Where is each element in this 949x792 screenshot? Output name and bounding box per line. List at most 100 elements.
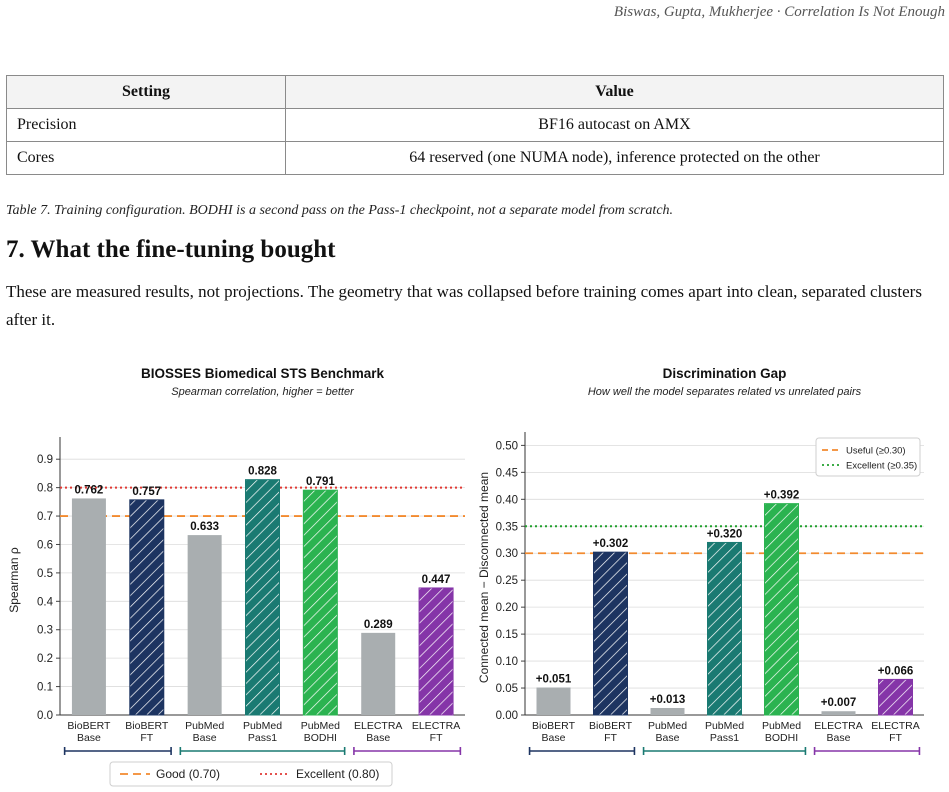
y-tick-label: 0.05 (496, 683, 518, 695)
x-tick-label: FT (889, 732, 902, 744)
data-label: +0.320 (707, 528, 743, 540)
section-title: 7. What the fine-tuning bought (6, 236, 336, 263)
data-label: 0.828 (248, 466, 277, 478)
chart-2: Discrimination Gap How well the model sep… (477, 366, 924, 755)
x-tick-label: Base (366, 732, 390, 744)
table-cell-setting: Cores (6, 141, 286, 175)
x-tick-label: Base (193, 732, 217, 744)
data-label: +0.392 (764, 490, 800, 502)
config-table: Setting Value Precision BF16 autocast on… (6, 75, 944, 175)
x-tick-label: FT (430, 732, 443, 744)
y-tick-label: 0.7 (37, 511, 53, 523)
table-cell-value: 64 reserved (one NUMA node), inference p… (285, 141, 944, 175)
bar (129, 499, 165, 716)
x-tick-label: ELECTRA (814, 720, 862, 732)
data-label: 0.633 (190, 521, 219, 533)
table-cell-value: BF16 autocast on AMX (285, 108, 944, 142)
table-row: Precision BF16 autocast on AMX (6, 108, 944, 142)
y-tick-label: 0.15 (496, 629, 518, 641)
x-tick-label: PubMed (301, 720, 340, 732)
bar (593, 551, 628, 716)
y-tick-label: 0.00 (496, 710, 518, 722)
data-label: +0.051 (536, 674, 572, 686)
x-tick-label: FT (604, 732, 617, 744)
bar (821, 711, 856, 715)
data-label: +0.066 (878, 665, 914, 677)
data-label: +0.302 (593, 538, 629, 550)
y-tick-label: 0.9 (37, 454, 53, 466)
data-label: 0.762 (75, 484, 104, 496)
x-tick-label: BODHI (304, 732, 337, 744)
table-cell-setting: Precision (6, 108, 286, 142)
y-tick-label: 0.5 (37, 568, 53, 580)
legend-label: Excellent (≥0.35) (846, 461, 917, 472)
x-tick-label: Base (827, 732, 851, 744)
x-tick-label: PubMed (243, 720, 282, 732)
bar (245, 479, 280, 716)
x-tick-label: PubMed (705, 720, 744, 732)
x-tick-label: Pass1 (248, 732, 277, 744)
x-tick-label: BioBERT (589, 720, 633, 732)
legend-label: Excellent (0.80) (296, 767, 379, 781)
y-tick-label: 0.30 (496, 548, 518, 560)
x-tick-label: BODHI (765, 732, 798, 744)
y-tick-label: 0.35 (496, 521, 518, 533)
x-tick-label: Base (77, 732, 101, 744)
x-tick-label: BioBERT (532, 720, 576, 732)
table-caption: Table 7. Training configuration. BODHI i… (6, 203, 674, 218)
bar (707, 541, 742, 716)
x-tick-label: PubMed (648, 720, 687, 732)
data-label: +0.013 (650, 694, 686, 706)
bar (302, 489, 338, 716)
y-tick-label: 0.40 (496, 494, 518, 506)
data-label: 0.447 (422, 574, 451, 586)
bar (361, 632, 396, 715)
chart-1: BIOSSES Biomedical STS Benchmark Spearman… (7, 366, 465, 787)
y-tick-label: 0.20 (496, 602, 518, 614)
x-tick-label: BioBERT (125, 720, 169, 732)
section-paragraph: These are measured results, not projecti… (6, 282, 922, 329)
chart-subtitle: How well the model separates related vs … (588, 386, 862, 398)
table-row: Cores 64 reserved (one NUMA node), infer… (6, 141, 944, 175)
legend-box (815, 437, 921, 477)
y-tick-label: 0.25 (496, 575, 518, 587)
x-tick-label: PubMed (185, 720, 224, 732)
x-tick-label: Base (542, 732, 566, 744)
y-tick-label: 0.4 (37, 596, 54, 608)
bar (536, 687, 571, 715)
x-tick-label: Pass1 (710, 732, 739, 744)
y-tick-label: 0.10 (496, 656, 518, 668)
header-value: Value (285, 75, 944, 109)
y-tick-label: 0.8 (37, 483, 53, 495)
y-tick-label: 0.50 (496, 440, 518, 452)
data-label: 0.791 (306, 476, 335, 488)
chart-title: BIOSSES Biomedical STS Benchmark (141, 366, 385, 381)
legend-label: Good (0.70) (156, 767, 220, 781)
x-tick-label: ELECTRA (412, 720, 460, 732)
x-tick-label: ELECTRA (871, 720, 919, 732)
data-label: 0.757 (132, 486, 161, 498)
chart-subtitle: Spearman correlation, higher = better (171, 386, 355, 398)
bar (878, 678, 913, 716)
header-setting: Setting (6, 75, 286, 109)
bar (650, 707, 685, 715)
data-label: 0.289 (364, 619, 393, 631)
bar (187, 535, 222, 715)
y-tick-label: 0.45 (496, 467, 518, 479)
legend-box (109, 761, 393, 787)
x-tick-label: Base (656, 732, 680, 744)
running-head: Biswas, Gupta, Mukherjee · Correlation I… (613, 4, 945, 20)
y-axis-label: Spearman ρ (7, 547, 21, 613)
y-tick-label: 0.1 (37, 682, 53, 694)
x-tick-label: PubMed (762, 720, 801, 732)
y-axis-label: Connected mean − Disconnected mean (477, 472, 491, 683)
data-label: +0.007 (821, 697, 857, 709)
x-tick-label: FT (140, 732, 153, 744)
chart-title: Discrimination Gap (663, 366, 787, 381)
bar (764, 503, 799, 716)
y-tick-label: 0.3 (37, 625, 53, 637)
table-header-row: Setting Value (6, 75, 944, 109)
figure-charts: BIOSSES Biomedical STS Benchmark Spearman… (7, 366, 924, 787)
x-tick-label: BioBERT (67, 720, 111, 732)
x-tick-label: ELECTRA (354, 720, 402, 732)
